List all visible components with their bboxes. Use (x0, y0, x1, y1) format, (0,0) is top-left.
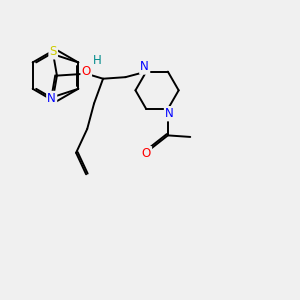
Text: N: N (140, 61, 149, 74)
Text: O: O (82, 65, 91, 78)
Text: H: H (93, 54, 102, 67)
Text: O: O (142, 147, 151, 160)
Text: N: N (47, 92, 56, 105)
Text: S: S (50, 45, 57, 58)
Text: N: N (165, 107, 174, 120)
